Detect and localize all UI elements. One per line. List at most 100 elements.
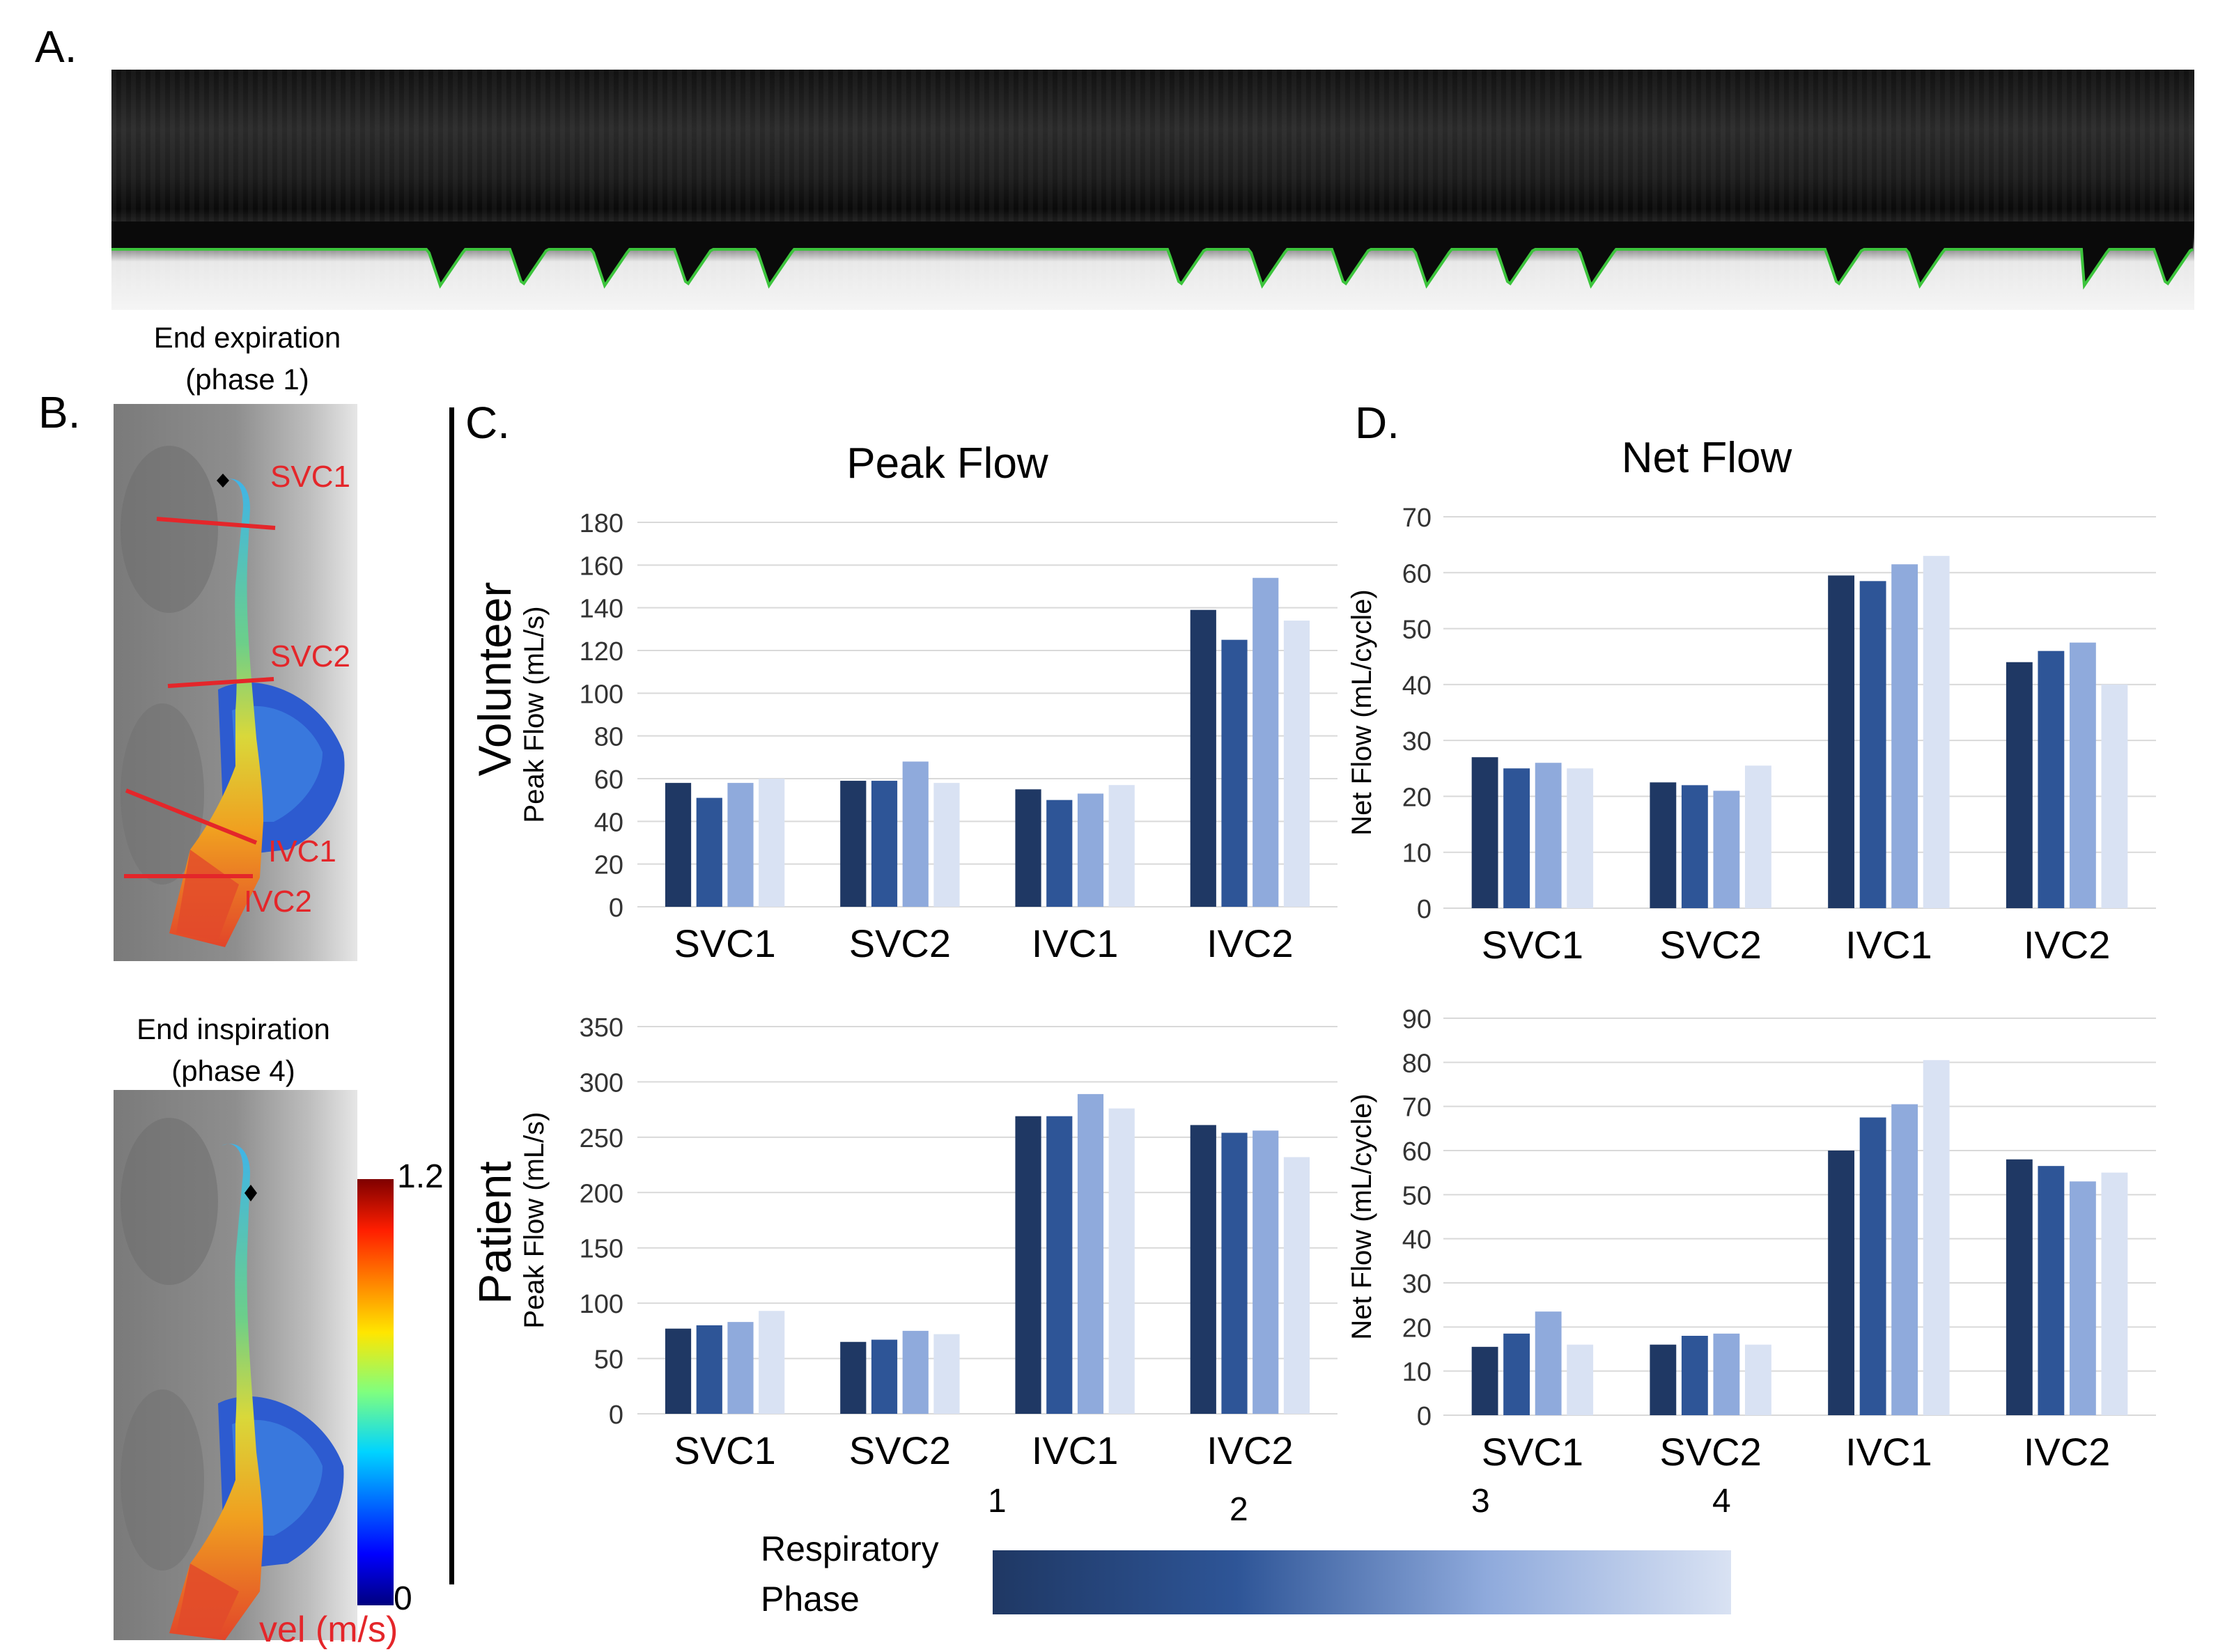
y-tick-label: 120 <box>580 637 623 667</box>
bottom-caption-line2: (phase 4) <box>171 1054 295 1087</box>
y-tick-label: 60 <box>1402 1137 1432 1167</box>
end-inspiration-svg <box>114 1090 357 1640</box>
y-tick-label: 200 <box>580 1179 623 1208</box>
bar-ivc1-phase2 <box>1859 581 1886 908</box>
y-tick-label: 350 <box>580 1013 623 1043</box>
y-tick-label: 40 <box>594 808 623 837</box>
y-tick-label: 80 <box>1402 1049 1432 1078</box>
end-expiration-image <box>114 404 357 961</box>
bar-ivc1-phase3 <box>1891 564 1918 908</box>
legend-tick-2: 2 <box>1230 1491 1248 1528</box>
y-tick-label: 150 <box>580 1235 623 1264</box>
navigator-dark-dips <box>111 221 2194 286</box>
bar-svc2-phase2 <box>871 1339 898 1414</box>
bar-ivc1-phase2 <box>1859 1117 1886 1415</box>
bar-ivc2-phase4 <box>2101 684 2128 908</box>
x-category-label: SVC2 <box>849 1428 951 1472</box>
bar-svc2-phase1 <box>840 781 867 907</box>
bar-ivc2-phase4 <box>2101 1172 2128 1415</box>
y-tick-label: 250 <box>580 1124 623 1153</box>
colorbar-min-label: 0 <box>394 1580 412 1617</box>
bar-ivc1-phase3 <box>1077 793 1104 907</box>
chart-c-volunteer: 0 20 40 60 80 100 120 140 160 180 Peak Flow (mL/s)… <box>519 509 1337 965</box>
bar-svc2-phase2 <box>1681 785 1708 908</box>
bar-ivc2-phase2 <box>2038 1166 2065 1415</box>
x-category-label: IVC2 <box>2024 1430 2111 1474</box>
x-category-label: IVC1 <box>1845 923 1932 967</box>
bottom-caption-line1: End inspiration <box>137 1013 330 1045</box>
bar-ivc2-phase1 <box>1190 1125 1216 1414</box>
legend-title-line1: Respiratory <box>761 1529 939 1568</box>
peak-flow-title: Peak Flow <box>846 439 1048 488</box>
bar-svc2-phase3 <box>1713 790 1740 908</box>
y-axis-label: Net Flow (mL/cycle) <box>1347 589 1377 835</box>
chart-c-patient: 0 50 100 150 200 250 300 350 Peak Flow (mL/s) SVC… <box>519 1013 1337 1472</box>
y-axis-label: Peak Flow (mL/s) <box>519 1112 550 1328</box>
bar-ivc1-phase1 <box>1015 1116 1041 1414</box>
bar-svc2-phase1 <box>1650 782 1677 908</box>
bar-svc1-phase1 <box>665 783 692 907</box>
x-category-label: SVC2 <box>1659 923 1761 967</box>
bar-ivc1-phase3 <box>1077 1093 1104 1414</box>
y-tick-label: 100 <box>580 680 623 709</box>
y-tick-label: 30 <box>1402 1270 1432 1299</box>
navigator-trace <box>111 248 2194 290</box>
y-tick-label: 70 <box>1402 504 1432 533</box>
top-caption-line1: End expiration <box>153 321 341 354</box>
bar-ivc1-phase1 <box>1015 789 1041 907</box>
bar-ivc2-phase3 <box>2069 642 2096 908</box>
bar-svc1-phase4 <box>759 779 785 907</box>
y-tick-label: 30 <box>1402 727 1432 756</box>
bar-ivc1-phase4 <box>1923 1060 1950 1415</box>
y-tick-label: 10 <box>1402 1358 1432 1387</box>
bar-ivc1-phase2 <box>1046 1116 1073 1414</box>
bar-svc2-phase4 <box>1744 1344 1771 1415</box>
bar-ivc1-phase4 <box>1108 1108 1135 1414</box>
y-tick-label: 0 <box>1417 1402 1432 1431</box>
net-flow-title: Net Flow <box>1621 434 1792 482</box>
bar-svc1-phase4 <box>759 1311 785 1414</box>
bar-ivc1-phase1 <box>1828 575 1855 908</box>
y-tick-label: 10 <box>1402 839 1432 868</box>
bar-svc1-phase2 <box>696 1325 722 1414</box>
x-category-label: SVC1 <box>674 1428 775 1472</box>
legend-title: Respiratory Phase <box>761 1524 939 1624</box>
bar-ivc2-phase3 <box>1253 1130 1279 1414</box>
legend-tick-4: 4 <box>1712 1483 1731 1520</box>
y-tick-label: 70 <box>1402 1093 1432 1123</box>
x-category-label: SVC2 <box>849 921 951 965</box>
y-tick-label: 0 <box>609 894 623 923</box>
bar-ivc1-phase4 <box>1923 556 1950 908</box>
y-tick-label: 180 <box>580 509 623 538</box>
y-tick-label: 80 <box>594 723 623 752</box>
x-category-label: SVC1 <box>674 921 775 965</box>
bar-ivc2-phase2 <box>1221 639 1248 907</box>
bar-ivc2-phase1 <box>2006 1159 2033 1415</box>
bar-svc1-phase3 <box>727 783 754 907</box>
end-expiration-svg <box>114 404 357 961</box>
y-tick-label: 40 <box>1402 1226 1432 1255</box>
x-category-label: IVC2 <box>1207 1428 1294 1472</box>
bar-ivc2-phase3 <box>2069 1181 2096 1415</box>
bar-svc1-phase2 <box>1503 768 1530 908</box>
y-tick-label: 140 <box>580 595 623 624</box>
bar-svc2-phase1 <box>1650 1344 1677 1415</box>
y-tick-label: 0 <box>609 1401 623 1430</box>
bar-svc2-phase2 <box>871 781 898 907</box>
bar-ivc2-phase1 <box>1190 609 1216 907</box>
bar-svc1-phase3 <box>1535 763 1562 908</box>
vessel-label-svc2: SVC2 <box>270 639 350 673</box>
x-category-label: SVC1 <box>1482 1430 1583 1474</box>
y-tick-label: 60 <box>1402 559 1432 589</box>
bar-svc1-phase4 <box>1567 1344 1594 1415</box>
vessel-label-ivc1: IVC1 <box>268 834 336 868</box>
bar-ivc1-phase4 <box>1108 785 1135 907</box>
y-axis-label: Net Flow (mL/cycle) <box>1347 1093 1377 1339</box>
panel-divider <box>449 407 454 1584</box>
bar-svc1-phase1 <box>1471 757 1498 908</box>
y-tick-label: 20 <box>594 851 623 880</box>
bar-svc1-phase3 <box>727 1322 754 1414</box>
x-category-label: IVC2 <box>1207 921 1294 965</box>
bar-svc2-phase1 <box>840 1341 867 1414</box>
